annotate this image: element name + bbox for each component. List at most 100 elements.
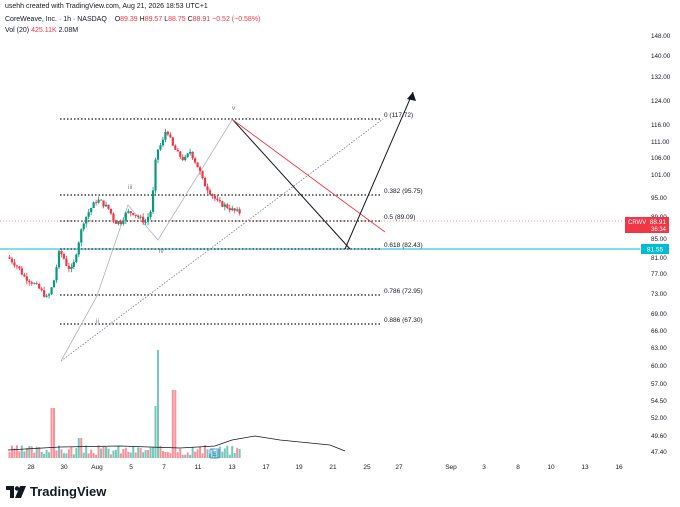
candle-body[interactable] <box>90 207 93 213</box>
candle-body[interactable] <box>62 254 66 259</box>
candle-body[interactable] <box>95 202 98 204</box>
candle-body[interactable] <box>40 288 43 291</box>
candle-body[interactable] <box>191 151 194 159</box>
candle-body[interactable] <box>80 229 83 243</box>
candle-body[interactable] <box>179 151 182 157</box>
candle-body[interactable] <box>20 268 23 275</box>
candle-body[interactable] <box>186 153 189 157</box>
candle-body[interactable] <box>43 290 46 297</box>
candle-body[interactable] <box>38 283 41 289</box>
candle-body[interactable] <box>104 204 108 207</box>
candle-body[interactable] <box>211 194 214 197</box>
candle-body[interactable] <box>52 280 56 288</box>
candle-body[interactable] <box>23 274 26 277</box>
candle-body[interactable] <box>203 177 207 187</box>
candle-body[interactable] <box>119 221 122 225</box>
candle-body[interactable] <box>161 139 165 146</box>
candle-body[interactable] <box>166 131 169 135</box>
candle-body[interactable] <box>184 156 187 161</box>
candle-body[interactable] <box>238 209 241 214</box>
candle-body[interactable] <box>85 216 88 224</box>
candle-body[interactable] <box>181 156 184 161</box>
candle-body[interactable] <box>99 199 103 201</box>
candle-body[interactable] <box>50 287 53 295</box>
candle-body[interactable] <box>8 257 11 259</box>
candle-body[interactable] <box>164 131 167 140</box>
candle-body[interactable] <box>208 190 212 195</box>
candle-body[interactable] <box>139 216 142 218</box>
candle-body[interactable] <box>198 167 202 171</box>
candle-body[interactable] <box>112 213 115 221</box>
candle-body[interactable] <box>142 216 145 223</box>
candle-body[interactable] <box>10 258 14 263</box>
candle-body[interactable] <box>129 211 132 214</box>
candle-body[interactable] <box>30 282 33 284</box>
candle-body[interactable] <box>65 258 68 266</box>
candle-body[interactable] <box>109 208 113 214</box>
candle-body[interactable] <box>127 211 130 213</box>
candle-body[interactable] <box>33 283 36 285</box>
candle-body[interactable] <box>124 212 127 221</box>
candle-body[interactable] <box>15 265 19 267</box>
candle-body[interactable] <box>55 267 58 281</box>
candle-body[interactable] <box>156 149 160 160</box>
candle-body[interactable] <box>77 242 80 255</box>
candle-body[interactable] <box>223 204 226 207</box>
candle-body[interactable] <box>114 220 118 224</box>
candle-body[interactable] <box>216 198 219 201</box>
candle-body[interactable] <box>194 158 197 163</box>
candle-body[interactable] <box>75 254 78 263</box>
candle-body[interactable] <box>201 170 204 178</box>
candle-body[interactable] <box>174 145 177 150</box>
price-badge-price: 88.91 <box>650 219 667 226</box>
candle-body[interactable] <box>151 190 155 212</box>
candle-body[interactable] <box>159 145 162 150</box>
candle-body[interactable] <box>82 223 85 230</box>
candle-body[interactable] <box>18 266 21 269</box>
symbol-name[interactable]: CoreWeave, Inc. · 1h · NASDAQ <box>5 16 107 23</box>
candle-body[interactable] <box>171 137 174 146</box>
candle-body[interactable] <box>13 262 16 266</box>
volume-label[interactable]: Vol (20) <box>5 27 30 34</box>
candle-body[interactable] <box>60 251 63 255</box>
candle-body[interactable] <box>134 214 137 216</box>
candle-body[interactable] <box>231 208 234 211</box>
candle-body[interactable] <box>206 186 209 191</box>
candle-body[interactable] <box>92 202 95 208</box>
candle-body[interactable] <box>221 201 224 207</box>
candle-body[interactable] <box>97 199 100 203</box>
candle-body[interactable] <box>149 211 152 217</box>
candle-body[interactable] <box>137 215 140 218</box>
candle-body[interactable] <box>189 151 192 154</box>
candle-body[interactable] <box>176 149 179 152</box>
candle-body[interactable] <box>213 196 217 199</box>
candle-body[interactable] <box>72 262 75 267</box>
candle-body[interactable] <box>233 208 236 211</box>
candle-body[interactable] <box>218 200 221 202</box>
candle-body[interactable] <box>47 294 51 296</box>
candle-body[interactable] <box>196 162 199 168</box>
candle-body[interactable] <box>57 251 61 268</box>
candle-body[interactable] <box>35 283 38 285</box>
candle-body[interactable] <box>228 208 231 211</box>
candle-body[interactable] <box>146 216 150 223</box>
candle-body[interactable] <box>87 212 90 217</box>
candle-body[interactable] <box>70 266 73 269</box>
candle-body[interactable] <box>107 204 110 209</box>
tradingview-logo[interactable]: TradingView <box>6 484 106 499</box>
candle-body[interactable] <box>102 200 105 207</box>
candle-body[interactable] <box>132 213 135 215</box>
candle-body[interactable] <box>169 134 172 138</box>
candle-body[interactable] <box>117 221 120 224</box>
candle-body[interactable] <box>28 280 31 283</box>
candle-body[interactable] <box>67 265 70 269</box>
price-badge[interactable] <box>625 217 669 233</box>
candle-body[interactable] <box>122 220 125 225</box>
candle-body[interactable] <box>154 159 157 191</box>
candle-body[interactable] <box>45 295 48 297</box>
candle-body[interactable] <box>236 209 239 211</box>
candle-body[interactable] <box>144 222 147 223</box>
candle-body[interactable] <box>25 276 28 281</box>
candle-body[interactable] <box>226 204 229 209</box>
